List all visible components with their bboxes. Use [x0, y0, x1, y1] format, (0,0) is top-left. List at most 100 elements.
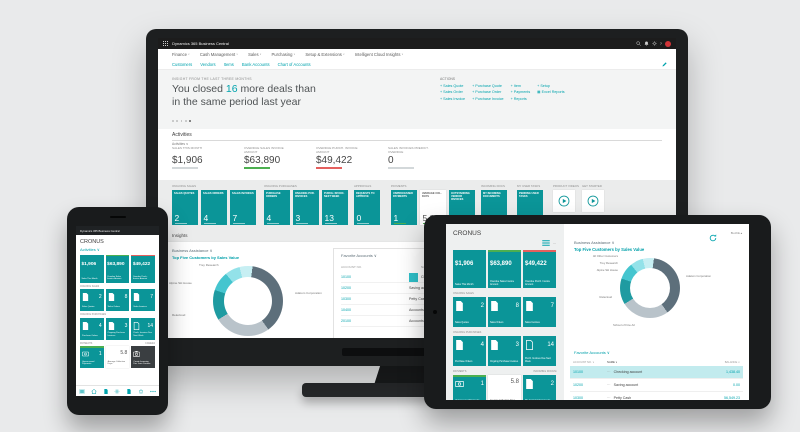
account-row[interactable]: 10100 ⋯ Checking account 1,438.40: [570, 366, 743, 379]
cue-tile-sales-invoices[interactable]: SALES INVOICES 7: [230, 190, 256, 225]
tile-group-get-started: GET STARTEDReplay Getting Started: [582, 184, 612, 219]
doc-icon[interactable]: [103, 388, 109, 394]
action-link-excel-reports[interactable]: ▦ Excel Reports: [537, 90, 565, 95]
cue-tile-ongoing-purchase-invoices[interactable]: 3 Ongoing Purchase Invoices: [105, 317, 130, 340]
action-link-purchase-invoice[interactable]: + Purchase Invoice: [472, 96, 504, 101]
column-header-balance[interactable]: BALANCE ∨: [724, 361, 740, 364]
submenu-item-vendors[interactable]: Vendors: [200, 62, 216, 67]
row-menu-icon[interactable]: ⋯: [607, 383, 611, 387]
cue-tile-ongoing-purchase-invoices[interactable]: 3 Ongoing Purchase Invoices: [488, 336, 521, 366]
menu-item-finance[interactable]: Finance ∨: [172, 52, 190, 57]
cue-tile-purchase-orders[interactable]: 4 Purchase Orders: [453, 336, 486, 366]
cue-tile-create-incoming-doc-from-camera[interactable]: Create Incoming Doc. from Camera: [131, 346, 156, 368]
cue-tile-ongoing-pur-invoices[interactable]: ONGOING PUR. INVOICES 3: [293, 190, 319, 225]
submenu-item-items[interactable]: Items: [223, 62, 234, 67]
action-link-sales-order[interactable]: + Sales Order: [440, 90, 463, 95]
menu-item-purchasing[interactable]: Purchasing ∨: [272, 52, 296, 57]
cue-tile-purch-invoic-next-week[interactable]: PURCH. INVOIC. NEXT WEEK 13: [322, 190, 348, 225]
action-link-setup[interactable]: + Setup: [537, 83, 550, 88]
cue-tile-purch-invoices-due-next-week[interactable]: 14 Purch. Invoices Due Next Week: [131, 317, 156, 340]
column-header-name[interactable]: NAME ∨: [607, 361, 618, 364]
more-icon[interactable]: [150, 388, 156, 394]
cue-tile-sales-orders[interactable]: SALES ORDERS 4: [201, 190, 227, 225]
play-tile[interactable]: [553, 190, 575, 212]
menu-item-cash-management[interactable]: Cash Management ∨: [200, 52, 238, 57]
more-icon[interactable]: ⋯: [553, 241, 556, 245]
settings-gear-icon[interactable]: [651, 41, 657, 46]
edit-pencil-icon[interactable]: [662, 62, 667, 67]
star-icon[interactable]: [138, 388, 144, 394]
menu-item-intelligent-cloud-insights[interactable]: Intelligent Cloud Insights ∨: [355, 52, 404, 57]
favorite-accounts-title[interactable]: Favorite Accounts ∨: [341, 253, 377, 258]
account-row[interactable]: 10300 ⋯ Petty Cash 56,549.23: [570, 392, 743, 400]
cue-tile-sales-invoices[interactable]: 7 Sales Invoices: [131, 289, 156, 311]
carousel-dots[interactable]: [172, 120, 191, 122]
row-menu-icon[interactable]: ⋯: [607, 396, 611, 400]
kpi-tile-sales-this-month[interactable]: $1,906 Sales This Month: [453, 250, 486, 288]
column-header-account-no[interactable]: ACCOUNT NO. ∨: [573, 361, 595, 364]
submenu-item-chart-of-accounts[interactable]: Chart of Accounts: [277, 62, 311, 67]
home-icon[interactable]: [90, 388, 97, 394]
action-link-item[interactable]: + Item: [510, 83, 521, 88]
business-assistance-dropdown[interactable]: Business Assistance ∨: [172, 248, 213, 253]
action-link-purchase-order[interactable]: + Purchase Order: [472, 90, 502, 95]
cue-tile-top: 1: [455, 379, 484, 389]
kpi-accent-bar: [105, 254, 130, 257]
cue-tile-top: 8: [108, 293, 127, 301]
cue-tile-sales-quotes[interactable]: SALES QUOTES 2: [172, 190, 198, 225]
play-tile[interactable]: [582, 190, 604, 212]
action-link-sales-invoice[interactable]: + Sales Invoice: [440, 96, 466, 101]
business-assistance-dropdown[interactable]: Business Assistance ∨: [574, 240, 615, 245]
gear-icon[interactable]: [114, 388, 120, 394]
cue-tile-unprocessed-payments[interactable]: UNPROCESSED PAYMENTS 1: [391, 190, 417, 225]
cue-tile-purch-invoices-due-next-week[interactable]: 14 Purch. Invoices Due Next Week: [523, 336, 556, 366]
cue-tile-sales-invoices[interactable]: 7 Sales Invoices: [523, 297, 556, 327]
kpi-tile-overdue-purch-invoice-amount[interactable]: $49,422 Overdue Purch. Invoice Amount: [131, 254, 156, 283]
user-avatar[interactable]: [665, 40, 671, 47]
activities-dropdown[interactable]: Activities ∨: [80, 246, 100, 252]
account-name: ⋯ Checking account: [607, 370, 694, 374]
kpi-tile-sales-this-month[interactable]: $1,906 Sales This Month: [80, 254, 104, 283]
refresh-icon[interactable]: [709, 229, 717, 242]
submenu-item-customers[interactable]: Customers: [172, 62, 193, 67]
doc-icon: [133, 293, 140, 301]
kpi-tile-overdue-sales-invoice-amount[interactable]: $63,890 Overdue Sales Invoice Amount: [488, 250, 521, 288]
favorite-accounts-title[interactable]: Favorite Accounts ∨: [574, 350, 610, 355]
hamburger-menu-icon[interactable]: [542, 240, 550, 246]
activities-dropdown[interactable]: Activities ∨: [172, 141, 189, 146]
doc-icon[interactable]: [126, 388, 132, 394]
submenu-item-bank-accounts[interactable]: Bank Accounts: [241, 62, 270, 67]
cue-tile-sales-orders[interactable]: 8 Sales Orders: [488, 297, 521, 327]
kpi-tile-overdue-sales-invoice-amount[interactable]: $63,890 Overdue Sales Invoice Amount: [105, 254, 130, 283]
menu-item-setup-extensions[interactable]: Setup & Extensions ∨: [305, 52, 344, 57]
kpi-tile-overdue-purch-invoice-amount[interactable]: $49,422 Overdue Purch. Invoice Amount: [523, 250, 556, 288]
tablet-camera: [433, 310, 437, 314]
cue-tile-my-incoming-documents[interactable]: 2My Incoming Documents: [523, 375, 556, 400]
help-icon[interactable]: ?: [659, 41, 662, 46]
cue-tile-value: 13: [324, 212, 334, 223]
waffle-icon[interactable]: [163, 40, 169, 47]
action-link-sales-quote[interactable]: + Sales Quote: [440, 83, 464, 88]
account-row[interactable]: 10200 ⋯ Saving account 0.00: [570, 379, 743, 392]
cue-tile-requests-to-approve[interactable]: REQUESTS TO APPROVE 0: [354, 190, 380, 225]
user-menu[interactable]: BLAKE ▴: [730, 231, 742, 235]
row-menu-icon[interactable]: ⋯: [607, 370, 611, 374]
cue-tile-purchase-orders[interactable]: 4 Purchase Orders: [80, 317, 104, 340]
search-icon[interactable]: [636, 41, 641, 46]
action-link-payments[interactable]: + Payments: [510, 90, 531, 95]
cue-tile-sales-quotes[interactable]: 2 Sales Quotes: [453, 297, 486, 327]
menu-item-sales[interactable]: Sales ∨: [248, 52, 261, 57]
cue-tile-sales-quotes[interactable]: 2 Sales Quotes: [80, 289, 104, 311]
menu-icon[interactable]: [78, 388, 85, 394]
cue-tile-value: 1: [480, 381, 484, 387]
cue-tile-sales-orders[interactable]: 8 Sales Orders: [105, 289, 130, 311]
kpi-value: $1,906: [455, 261, 474, 267]
cue-tile-purchase-orders[interactable]: PURCHASE ORDERS 4: [264, 190, 290, 225]
notifications-icon[interactable]: [644, 41, 649, 46]
action-link-purchase-quote[interactable]: + Purchase Quote: [472, 83, 502, 88]
action-link-reports[interactable]: + Reports: [510, 96, 527, 101]
